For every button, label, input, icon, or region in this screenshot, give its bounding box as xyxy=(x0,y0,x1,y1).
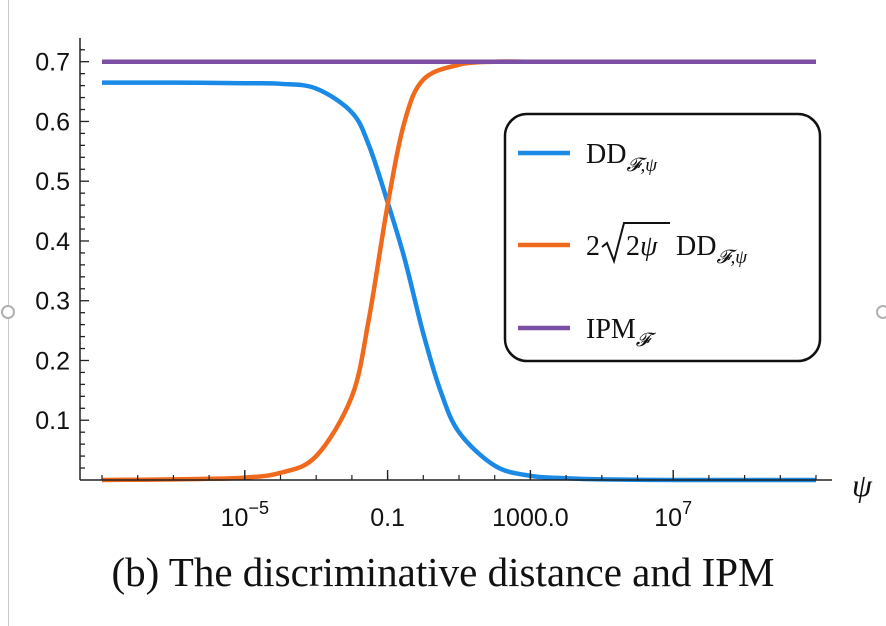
legend-box xyxy=(503,112,822,363)
y-tick-label: 0.3 xyxy=(35,288,70,316)
legend-label: DD𝓕,ψ xyxy=(586,139,658,176)
y-tick-label: 0.6 xyxy=(35,108,70,136)
resize-handle-right[interactable] xyxy=(876,305,886,319)
y-tick-label: 0.7 xyxy=(35,49,70,77)
resize-handle-left[interactable] xyxy=(1,305,15,319)
legend-prefix: 2 xyxy=(586,231,600,262)
x-axis-label: ψ xyxy=(852,467,873,503)
x-tick-label: 1000.0 xyxy=(492,504,568,532)
x-tick-label: 107 xyxy=(654,498,692,532)
y-tick-label: 0.5 xyxy=(35,168,70,196)
x-tick-label: 0.1 xyxy=(370,504,405,532)
legend-label: DD𝓕,ψ xyxy=(676,231,748,268)
figure-caption: (b) The discriminative distance and IPM xyxy=(111,549,775,595)
sqrt-sign xyxy=(601,222,670,265)
legend-root-content: 2ψ xyxy=(626,231,658,262)
y-tick-label: 0.4 xyxy=(35,228,70,256)
axes: 0.1 0.2 0.3 0.4 0.5 0.6 0.7 10−5 0.1 1000.0 107 xyxy=(35,38,832,532)
line-chart: 0.10.20.30.40.50.60.710−5 0.1 1000.0 107 ψ … xyxy=(35,38,873,532)
y-tick-label: 0.2 xyxy=(35,347,70,375)
x-tick-label: 10−5 xyxy=(221,498,269,532)
y-tick-label: 0.1 xyxy=(35,407,70,435)
